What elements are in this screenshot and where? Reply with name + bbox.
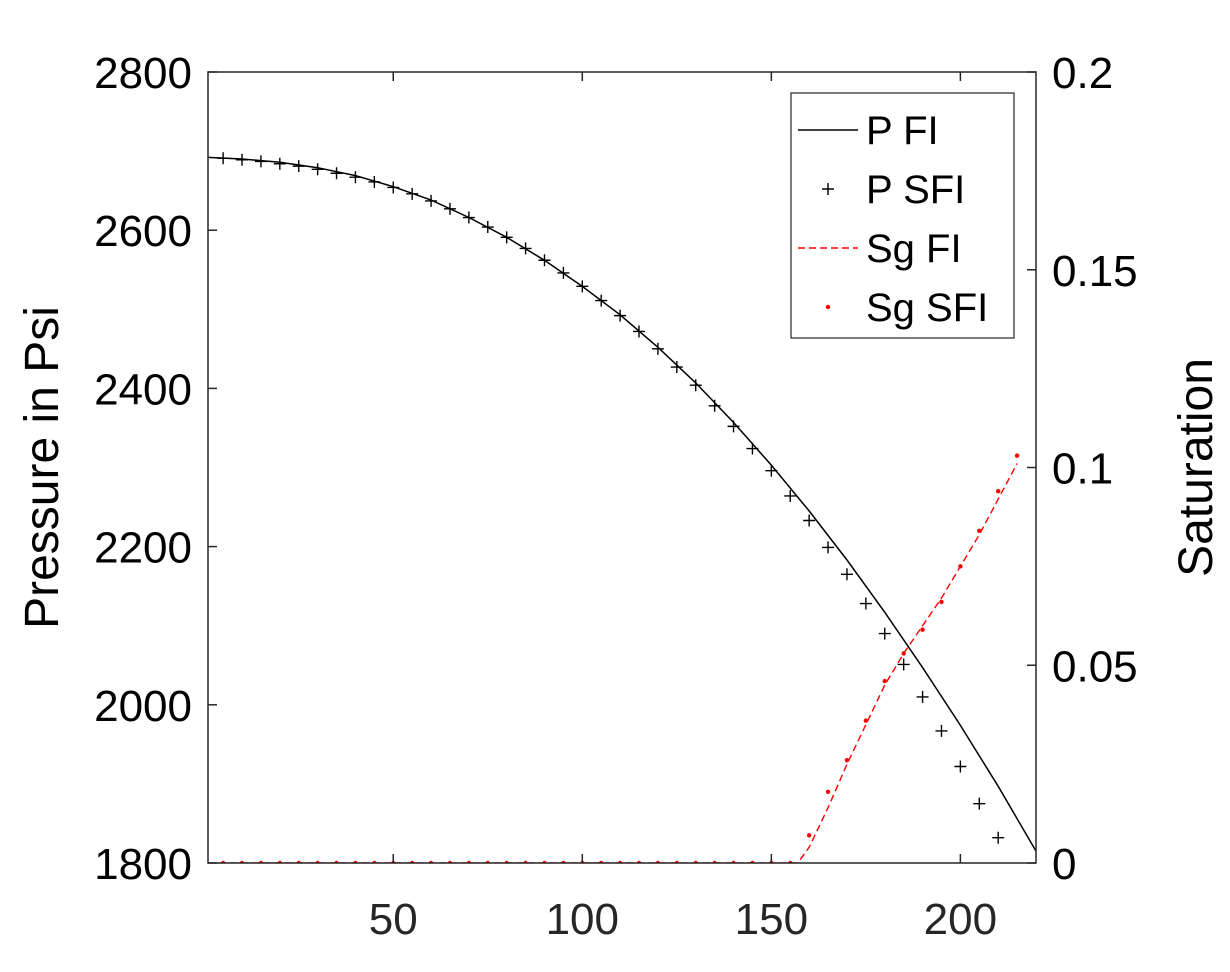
x-tick-label: 150 [735, 895, 808, 944]
series-point-p-sfi [992, 831, 1005, 844]
right-y-tick-label: 0.05 [1052, 642, 1138, 691]
series-point-p-sfi [954, 760, 967, 773]
left-y-tick-label: 2000 [94, 682, 192, 731]
series-point-sg-sfi [863, 718, 869, 723]
series-point-p-sfi [349, 171, 362, 184]
series-point-p-sfi [708, 399, 721, 412]
series-point-p-sfi [595, 294, 608, 307]
axis-ticks: 50 100 150 200 1800 2000 2200 2400 2600 2800 0 0.05… [94, 49, 1138, 944]
series-point-p-sfi [443, 202, 456, 215]
series-point-p-sfi [292, 160, 305, 173]
legend-box [790, 92, 1015, 339]
series-point-p-sfi [311, 163, 324, 176]
series-point-p-sfi [935, 724, 948, 737]
series-point-p-sfi [651, 342, 664, 355]
series-point-p-sfi [273, 157, 286, 170]
series-point-p-sfi [217, 152, 230, 165]
series-point-p-sfi [254, 155, 267, 168]
series-point-p-sfi [1011, 869, 1023, 881]
series-point-p-sfi [387, 181, 400, 194]
series-point-p-sfi [859, 597, 872, 610]
series-point-p-sfi [500, 231, 513, 244]
x-tick-label: 200 [924, 895, 997, 944]
left-y-tick-label: 2600 [94, 207, 192, 256]
legend-label: Sg FI [866, 227, 962, 271]
legend-swatch [822, 183, 834, 195]
series-point-sg-sfi [882, 678, 887, 684]
series-point-p-sfi [765, 464, 778, 477]
right-y-tick-label: 0 [1052, 840, 1076, 889]
x-tick-label: 100 [546, 895, 619, 944]
series-point-p-sfi [576, 280, 589, 293]
series-point-sg-sfi [939, 599, 944, 605]
legend-label: Sg SFI [866, 286, 988, 330]
series-point-p-sfi [330, 167, 343, 180]
right-y-tick-label: 0.15 [1052, 247, 1138, 296]
series-point-p-sfi [368, 175, 381, 188]
series-point-p-sfi [236, 153, 249, 166]
right-axis-title: Saturation [1170, 358, 1223, 577]
series-point-p-sfi [462, 211, 475, 224]
series-point-p-sfi [822, 541, 835, 554]
series-point-sg-sfi [806, 833, 812, 838]
left-y-tick-label: 2200 [94, 524, 192, 573]
series-point-p-sfi [803, 514, 816, 527]
series-point-sg-sfi [1014, 453, 1020, 458]
x-tick-label: 50 [369, 895, 418, 944]
series-point-sg-sfi [920, 627, 925, 632]
series-point-p-sfi [916, 690, 929, 703]
series-point-sg-sfi [901, 651, 906, 656]
series-point-p-sfi [614, 309, 627, 322]
left-axis-title: Pressure in Psi [16, 306, 69, 629]
left-y-tick-label: 2800 [94, 49, 192, 98]
series-point-sg-sfi [825, 789, 831, 795]
series-point-p-sfi [406, 187, 419, 200]
series-point-p-sfi [670, 361, 683, 374]
series-point-p-sfi [519, 242, 532, 255]
series-point-p-sfi [973, 797, 986, 810]
legend: P FI P SFI Sg FI Sg SFI [790, 92, 1015, 339]
right-y-tick-label: 0.1 [1052, 445, 1113, 494]
left-y-tick-label: 2400 [94, 365, 192, 414]
series-point-p-sfi [746, 442, 759, 455]
series-point-p-sfi [784, 489, 797, 502]
series-point-sg-sfi [995, 489, 1001, 494]
series-point-p-sfi [538, 254, 551, 267]
left-y-tick-label: 1800 [94, 840, 192, 889]
series-point-p-sfi [897, 658, 910, 671]
legend-label: P FI [866, 109, 939, 153]
series-point-p-sfi [727, 420, 740, 433]
series-point-sg-sfi [977, 528, 982, 533]
series-point-p-sfi [633, 325, 646, 338]
series-point-p-sfi [481, 221, 494, 234]
series-point-sg-sfi [958, 564, 963, 569]
series-point-p-sfi [689, 379, 702, 392]
series-point-p-sfi [557, 266, 570, 279]
right-y-tick-label: 0.2 [1052, 49, 1113, 98]
series-point-p-sfi [878, 627, 891, 640]
series-line-sg-fi [208, 463, 1018, 863]
series-point-p-sfi [840, 568, 853, 581]
legend-label: P SFI [866, 168, 965, 212]
legend-swatch [825, 304, 831, 310]
series-point-p-sfi [425, 194, 438, 207]
series-point-sg-sfi [844, 757, 850, 763]
